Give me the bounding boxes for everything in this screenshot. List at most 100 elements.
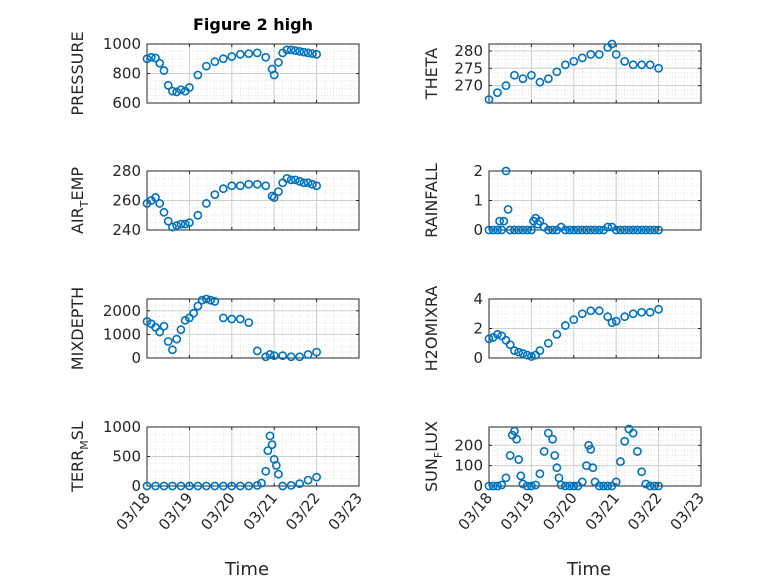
data-point	[633, 225, 642, 235]
data-point	[503, 204, 513, 214]
data-point	[543, 225, 553, 235]
data-point	[560, 225, 570, 235]
data-point	[505, 225, 515, 235]
data-point	[303, 350, 313, 359]
x-tick-label: 03/22	[624, 489, 666, 534]
data-point	[484, 225, 494, 235]
data-point	[649, 225, 659, 235]
data-point	[180, 219, 190, 229]
data-point	[172, 87, 182, 97]
data-point	[142, 481, 152, 491]
data-point	[654, 304, 663, 314]
data-point	[163, 216, 173, 226]
data-point	[269, 351, 279, 361]
data-point	[577, 477, 587, 487]
data-point	[159, 207, 169, 217]
data-point	[552, 329, 562, 339]
data-point	[484, 334, 494, 344]
data-point	[637, 60, 647, 70]
data-point	[176, 219, 186, 229]
data-point	[501, 166, 511, 176]
data-point	[252, 346, 262, 356]
x-axis-label: Time	[566, 559, 611, 580]
data-point	[527, 352, 536, 361]
data-point	[616, 457, 625, 466]
y-tick-label: 240	[112, 221, 141, 239]
data-point	[543, 428, 553, 438]
data-point	[645, 225, 655, 235]
data-point	[274, 58, 283, 67]
data-point	[543, 74, 553, 84]
y-axis-label: RAINFALL	[422, 163, 441, 238]
data-point	[210, 481, 220, 491]
y-tick-label: 800	[112, 65, 141, 83]
data-point	[290, 175, 300, 185]
y-tick-label: 2	[473, 320, 483, 338]
data-point	[142, 54, 152, 64]
data-point	[548, 434, 557, 444]
data-point	[628, 309, 638, 319]
data-point	[535, 346, 545, 356]
data-point	[303, 178, 313, 188]
data-point	[611, 225, 621, 235]
data-point	[527, 225, 536, 235]
data-point	[218, 54, 228, 64]
data-point	[518, 74, 528, 84]
data-point	[522, 225, 532, 235]
data-point	[168, 222, 177, 232]
data-point	[488, 481, 498, 491]
data-point	[495, 216, 504, 226]
subplot-air-temp: 240 260 280 AIRTEMP	[68, 162, 360, 239]
data-point	[611, 50, 621, 59]
data-point	[235, 314, 245, 324]
data-point	[299, 47, 309, 57]
data-point	[159, 66, 169, 75]
y-tick-label: 100	[454, 457, 483, 475]
data-point	[518, 349, 528, 358]
data-point	[151, 193, 160, 202]
data-point	[620, 225, 630, 235]
data-point	[172, 334, 182, 344]
data-point	[586, 306, 596, 316]
data-point	[312, 181, 321, 191]
y-tick-label: 275	[454, 59, 483, 77]
subplot-pressure: 600 800 1000 PRESSURE	[68, 31, 360, 116]
data-point	[151, 53, 160, 63]
subplot-sun-flux: 0 100 200 SUNFLUX 03/18 03/19 03/20 03/21 03/22 0…	[422, 421, 708, 580]
data-point	[244, 179, 254, 189]
data-point	[518, 225, 528, 235]
y-tick-label: 1000	[103, 325, 141, 343]
data-point	[168, 86, 177, 96]
data-point	[501, 81, 511, 91]
subplot-rainfall: 0 1 2 RAINFALL	[422, 162, 702, 239]
data-point	[210, 296, 220, 306]
data-point	[235, 49, 245, 59]
data-point	[484, 95, 494, 104]
data-point	[278, 481, 288, 491]
data-point	[569, 481, 579, 491]
x-tick-label: 03/20	[539, 489, 581, 534]
data-point	[484, 481, 494, 491]
data-point	[269, 193, 279, 202]
data-point	[497, 225, 507, 235]
data-point	[261, 181, 271, 191]
data-point	[142, 317, 152, 326]
data-point	[180, 315, 190, 325]
data-point	[201, 481, 211, 491]
data-point	[522, 481, 532, 491]
data-point	[577, 309, 587, 319]
y-axis-label: PRESSURE	[68, 31, 87, 115]
data-point	[552, 67, 562, 77]
data-point	[159, 321, 169, 331]
data-point	[312, 49, 321, 59]
y-tick-label: 0	[473, 477, 483, 495]
x-axis-label: Time	[224, 559, 269, 580]
data-point	[218, 184, 228, 194]
data-point	[155, 58, 165, 68]
data-point	[176, 85, 186, 95]
data-point	[499, 216, 509, 226]
data-point	[184, 83, 194, 92]
data-point	[244, 49, 254, 58]
